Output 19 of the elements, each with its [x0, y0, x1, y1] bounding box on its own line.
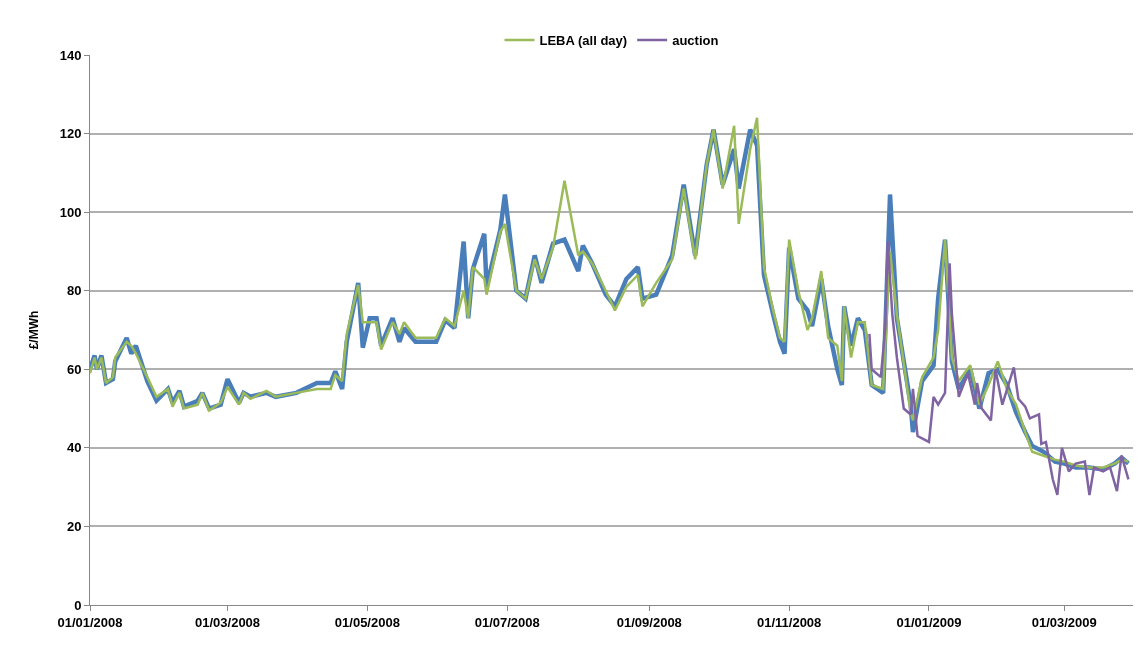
y-tick-label: 0 [74, 597, 82, 613]
y-tick-label: 140 [59, 47, 82, 63]
y-tick-label: 80 [66, 283, 82, 299]
x-tick-label: 01/03/2009 [1031, 614, 1097, 630]
x-tick-label: 01/03/2008 [195, 614, 261, 630]
legend-label: LEBA (all day) [539, 33, 628, 49]
x-tick-label: 01/07/2008 [474, 614, 540, 630]
x-tick-label: 01/11/2008 [756, 614, 822, 630]
y-tick-label: 120 [59, 126, 82, 142]
y-axis-title: £/MWh [27, 310, 41, 350]
y-tick-label: 40 [66, 440, 82, 456]
y-tick-label: 60 [66, 361, 82, 377]
legend-label: auction [672, 33, 719, 49]
x-tick-label: 01/01/2008 [57, 614, 123, 630]
y-tick-label: 100 [59, 204, 82, 220]
x-tick-label: 01/09/2008 [616, 614, 682, 630]
y-tick-label: 20 [66, 518, 82, 534]
x-tick-label: 01/05/2008 [334, 614, 400, 630]
x-tick-label: 01/01/2009 [896, 614, 962, 630]
